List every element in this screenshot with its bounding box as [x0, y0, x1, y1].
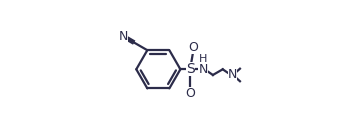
Text: O: O: [189, 41, 198, 54]
Text: N: N: [198, 63, 208, 76]
Text: H: H: [199, 54, 207, 64]
Text: S: S: [186, 62, 195, 76]
Text: N: N: [228, 68, 237, 82]
Text: O: O: [186, 87, 195, 100]
Text: N: N: [119, 30, 128, 43]
